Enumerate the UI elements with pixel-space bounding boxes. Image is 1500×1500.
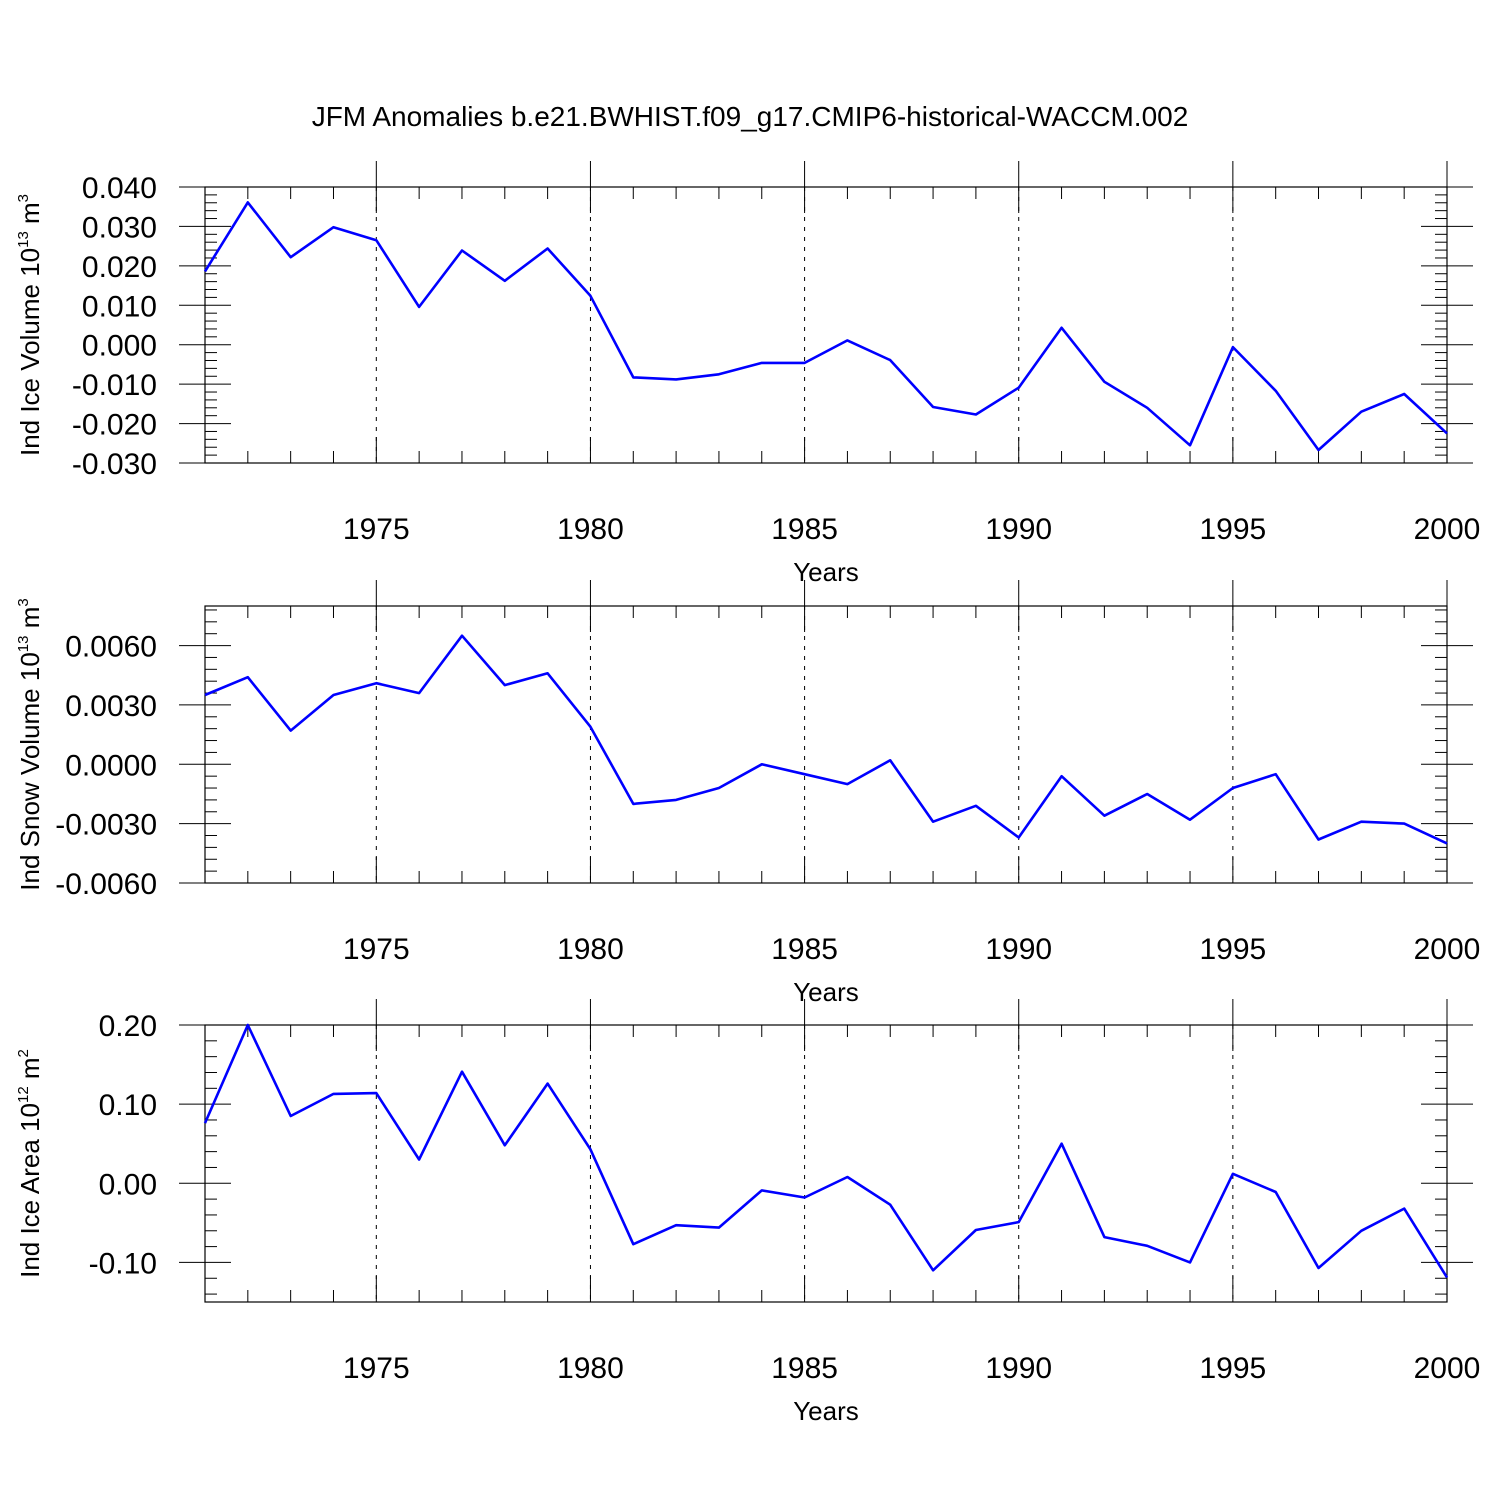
x-tick-label: 1995	[1199, 1352, 1266, 1385]
y-tick-label: 0.20	[99, 1010, 157, 1043]
y-tick-label: 0.00	[99, 1168, 157, 1201]
y-tick-label: 0.010	[82, 290, 157, 323]
y-tick-label: 0.030	[82, 211, 157, 244]
plot-frame	[204, 186, 1448, 464]
x-tick-label: 2000	[1414, 513, 1481, 546]
x-tick-label: 1975	[343, 1352, 410, 1385]
x-tick-label: 1980	[557, 1352, 624, 1385]
x-tick-label: 1995	[1199, 933, 1266, 966]
x-tick-label: 1985	[771, 513, 838, 546]
series-line	[204, 634, 1448, 845]
y-tick-label: 0.040	[82, 172, 157, 205]
y-tick-label: 0.0030	[65, 690, 157, 723]
y-axis-label-text: Ind Ice Area 10	[15, 1103, 45, 1278]
y-tick-label: 0.10	[99, 1089, 157, 1122]
y-axis-label-text: Ind Ice Volume 10	[15, 248, 45, 456]
x-tick-label: 2000	[1414, 933, 1481, 966]
panel-1: -0.030 -0.020 -0.010 0.000 0.010 0.020 0.030 0.…	[15, 161, 1480, 587]
x-tick-label: 1990	[985, 1352, 1052, 1385]
y-axis-label-exponent: 13	[15, 231, 32, 248]
y-axis-label: Ind Ice Volume 1013 m3	[15, 194, 45, 456]
y-tick-label: 0.020	[82, 251, 157, 284]
x-tick-label: 1985	[771, 933, 838, 966]
y-tick-label: -0.0060	[55, 868, 157, 901]
panel-3: -0.10 0.00 0.10 0.20 1975 1980 1985 1990 1995 200…	[15, 999, 1480, 1426]
x-axis-label: Years	[793, 557, 859, 587]
y-axis-label-exponent: 12	[15, 1086, 32, 1103]
y-axis-label-unit: m	[15, 607, 45, 636]
x-tick-label: 1975	[343, 933, 410, 966]
y-axis-label: Ind Snow Volume 1013 m3	[15, 598, 45, 890]
x-tick-label: 1980	[557, 513, 624, 546]
y-tick-label: -0.010	[72, 369, 157, 402]
y-tick-label: -0.030	[72, 448, 157, 481]
figure-title: JFM Anomalies b.e21.BWHIST.f09_g17.CMIP6…	[312, 101, 1189, 132]
y-tick-label: -0.0030	[55, 809, 157, 842]
y-tick-label: 0.000	[82, 330, 157, 363]
x-axis-label: Years	[793, 1396, 859, 1426]
x-tick-label: 1990	[985, 513, 1052, 546]
y-axis-label: Ind Ice Area 1012 m2	[15, 1049, 45, 1278]
y-axis-label-text: Ind Snow Volume 10	[15, 652, 45, 891]
y-tick-label: -0.10	[89, 1247, 157, 1280]
x-tick-label: 1990	[985, 933, 1052, 966]
panel-2: -0.0060 -0.0030 0.0000 0.0030 0.0060 1975 1980…	[15, 580, 1480, 1007]
y-axis-label-unit-exponent: 3	[15, 194, 32, 202]
plot-frame	[204, 1024, 1448, 1303]
y-axis-label-unit: m	[15, 1057, 45, 1086]
y-tick-label: 0.0060	[65, 631, 157, 664]
series-line	[203, 1023, 1449, 1279]
x-tick-label: 1995	[1199, 513, 1266, 546]
plot-frame	[204, 605, 1448, 884]
y-axis-label-unit: m	[15, 202, 45, 231]
y-axis-label-unit-exponent: 2	[15, 1049, 32, 1057]
y-tick-label: 0.0000	[65, 749, 157, 782]
x-tick-label: 1980	[557, 933, 624, 966]
series-line	[203, 201, 1448, 452]
x-tick-label: 2000	[1414, 1352, 1481, 1385]
x-tick-label: 1985	[771, 1352, 838, 1385]
x-tick-label: 1975	[343, 513, 410, 546]
x-axis-label: Years	[793, 977, 859, 1007]
y-axis-label-unit-exponent: 3	[15, 598, 32, 606]
y-axis-label-exponent: 13	[15, 636, 32, 653]
y-tick-label: -0.020	[72, 409, 157, 442]
